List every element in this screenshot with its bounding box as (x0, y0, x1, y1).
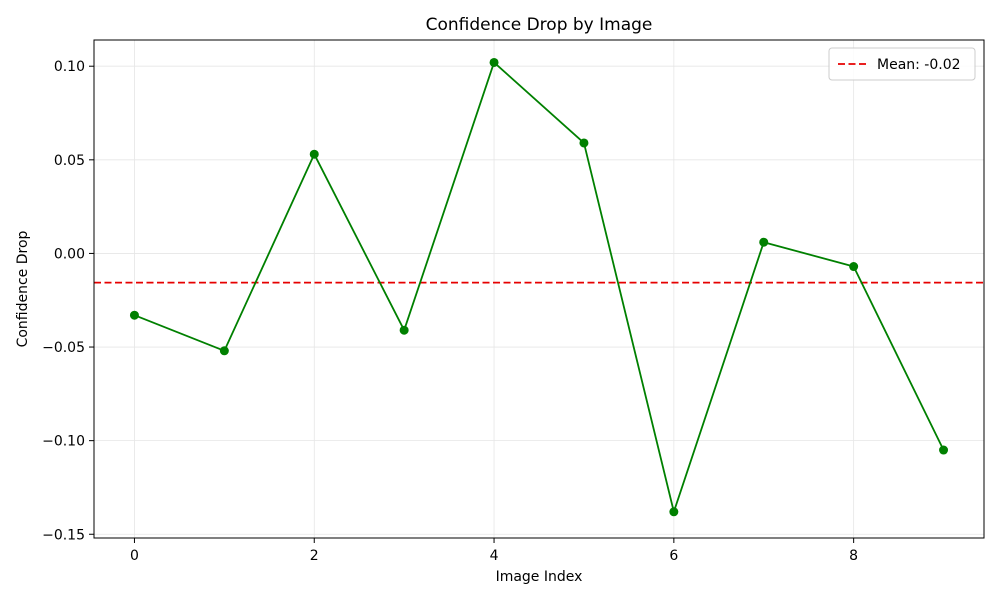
chart-title: Confidence Drop by Image (426, 15, 653, 35)
y-axis-label: Confidence Drop (15, 230, 31, 347)
ticks: 0 2 4 6 8 −0.15 −0.10 −0.05 0.00 0.05 0.10 (42, 59, 858, 564)
y-tick-label: −0.05 (42, 340, 85, 356)
x-tick-label: 0 (130, 548, 139, 564)
y-tick-label: 0.10 (54, 59, 85, 75)
data-point (849, 262, 859, 272)
x-tick-label: 8 (849, 548, 858, 564)
y-tick-label: −0.15 (42, 527, 85, 543)
y-tick-label: 0.00 (54, 246, 85, 262)
legend: Mean: -0.02 (828, 47, 976, 81)
x-tick-label: 2 (310, 548, 319, 564)
legend-box (828, 47, 976, 81)
data-point (759, 237, 769, 247)
data-point (399, 325, 409, 335)
data-point (489, 57, 499, 67)
x-tick-label: 4 (490, 548, 499, 564)
y-tick-label: −0.10 (42, 434, 85, 450)
data-point (669, 507, 679, 517)
data-point (219, 346, 229, 356)
data-point (579, 138, 589, 148)
y-tick-label: 0.05 (54, 153, 85, 169)
data-point (129, 310, 139, 320)
series-line (134, 61, 945, 513)
plot-frame (93, 39, 985, 539)
grid (94, 40, 984, 538)
data-point (939, 445, 949, 455)
series (129, 57, 949, 517)
data-point (309, 149, 319, 159)
legend-label: Mean: -0.02 (877, 57, 961, 73)
x-tick-label: 6 (669, 548, 678, 564)
x-axis-label: Image Index (496, 569, 583, 585)
